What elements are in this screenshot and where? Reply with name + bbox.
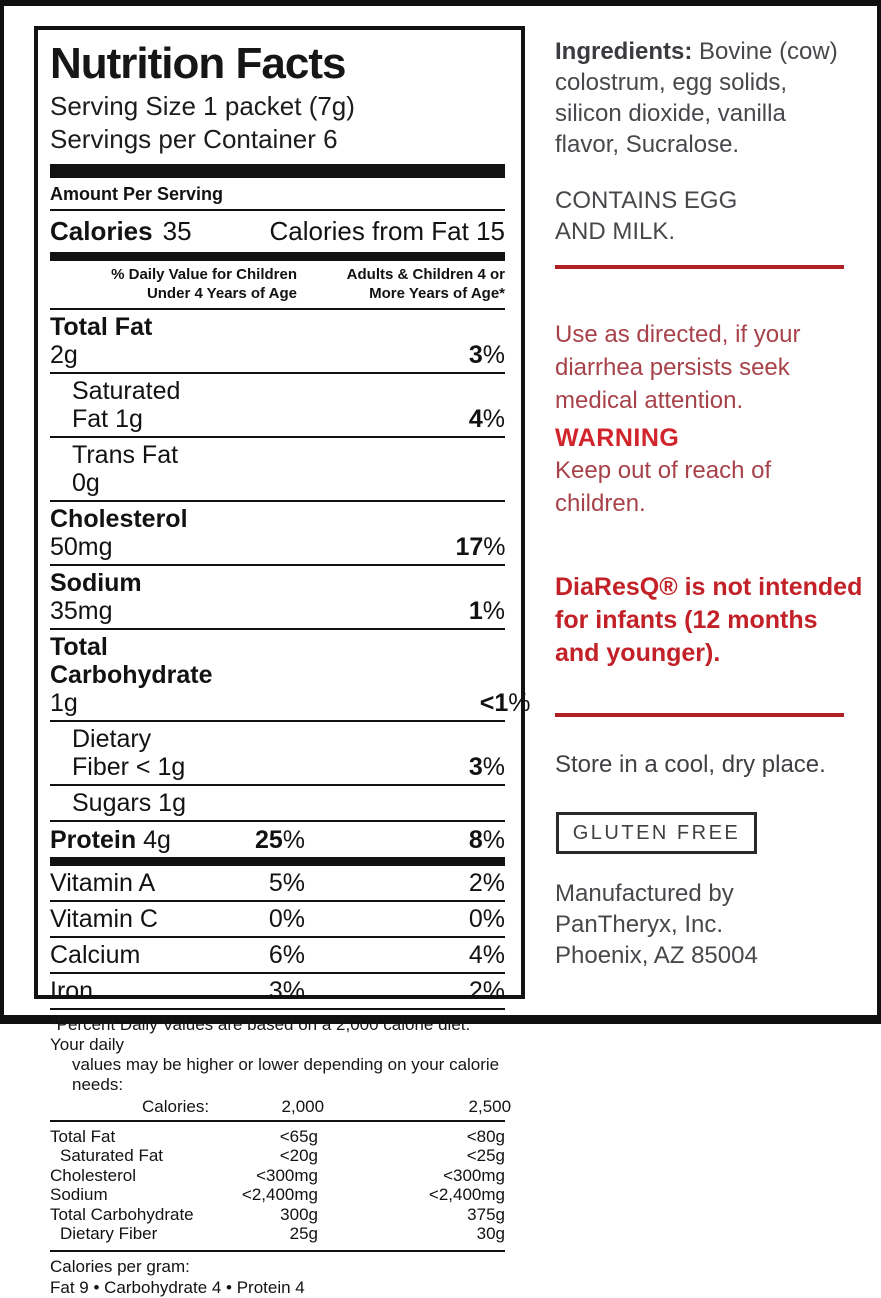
child-dv-value: 3% bbox=[268, 977, 305, 1005]
adult-dv-value: 2% bbox=[468, 869, 505, 897]
child-dv-value: 6% bbox=[268, 941, 305, 969]
nutrient-amount: 4g bbox=[143, 826, 171, 854]
daily-value-column-headers: % Daily Value for Children Under 4 Years… bbox=[50, 261, 505, 310]
child-dv-value: 25% bbox=[254, 826, 305, 854]
info-panel: Ingredients: Bovine (cow) colostrum, egg… bbox=[555, 36, 855, 247]
gluten-free-badge: GLUTEN FREE bbox=[556, 812, 757, 854]
calories-per-gram: Calories per gram: Fat 9 • Carbohydrate … bbox=[50, 1250, 505, 1298]
nutrient-amount: 1g bbox=[50, 689, 78, 717]
adult-dv-value: 3% bbox=[468, 341, 505, 369]
adult-dv-value: 2% bbox=[468, 977, 505, 1005]
nutrient-row-dietary-fiber: Dietary Fiber < 1g 3% bbox=[50, 722, 505, 786]
calories-per-gram-label: Calories per gram: bbox=[50, 1257, 190, 1276]
red-divider-line bbox=[555, 713, 844, 717]
nutrient-label: Saturated Fat bbox=[72, 377, 181, 433]
warning-title: WARNING bbox=[555, 424, 680, 452]
nutrient-amount: 50mg bbox=[50, 533, 113, 561]
manufacturer-line: Manufactured by bbox=[555, 880, 734, 907]
calories-label: Calories bbox=[50, 216, 153, 246]
servings-per-container: Servings per Container 6 bbox=[50, 124, 338, 154]
nutrient-label: Sodium bbox=[50, 569, 142, 597]
child-dv-value: 5% bbox=[268, 869, 305, 897]
adult-dv-value: 0% bbox=[468, 905, 505, 933]
directions-text: Use as directed, if your diarrhea persis… bbox=[555, 321, 801, 414]
nutrient-row-sugars: Sugars 1g bbox=[50, 786, 505, 822]
daily-values-footnote: *Percent Daily Values are based on a 2,0… bbox=[50, 1015, 500, 1094]
nutrient-label: Sugars bbox=[72, 789, 152, 817]
adults-column-header: Adults & Children 4 or More Years of Age… bbox=[346, 266, 505, 302]
dv-table-row: Cholesterol <300mg <300mg bbox=[50, 1165, 505, 1185]
nutrient-row-saturated-fat: Saturated Fat 1g 4% bbox=[50, 374, 505, 438]
nutrient-label: Trans Fat bbox=[72, 441, 179, 469]
gluten-free-label: GLUTEN FREE bbox=[572, 821, 741, 844]
ingredients-paragraph: Ingredients: Bovine (cow) colostrum, egg… bbox=[555, 36, 855, 160]
dv-table-row: Dietary Fiber 25g 30g bbox=[60, 1224, 505, 1243]
nutrient-amount: 2g bbox=[50, 341, 78, 369]
children-column-header: % Daily Value for Children Under 4 Years… bbox=[111, 266, 297, 302]
nutrient-amount: < 1g bbox=[135, 753, 186, 781]
nutrient-row-protein: Protein 4g 25% 8% bbox=[50, 822, 505, 857]
adult-dv-value: 17% bbox=[455, 533, 506, 561]
adult-dv-value: 1% bbox=[468, 597, 505, 625]
vitamin-row-vitamin-a: Vitamin A 5% 2% bbox=[50, 866, 505, 902]
dv-table-row: Sodium <2,400mg <2,400mg bbox=[50, 1185, 505, 1204]
red-divider-line bbox=[555, 265, 844, 269]
serving-size: Serving Size 1 packet (7g) bbox=[50, 91, 355, 121]
footnote-calories-header-row: Calories: 2,000 2,500 bbox=[50, 1095, 511, 1122]
vitamin-row-iron: Iron 3% 2% bbox=[50, 974, 505, 1010]
vitamin-label: Vitamin C bbox=[50, 905, 158, 933]
dv-table-row: Total Fat <65g <80g bbox=[50, 1126, 505, 1146]
storage-instructions: Store in a cool, dry place. bbox=[555, 751, 826, 778]
dv-table-row: Total Carbohydrate 300g 375g bbox=[50, 1204, 505, 1224]
nutrition-facts-panel: Nutrition Facts Serving Size 1 packet (7… bbox=[34, 26, 531, 1297]
vitamin-row-calcium: Calcium 6% 4% bbox=[50, 938, 505, 974]
adult-dv-value: <1% bbox=[479, 689, 531, 717]
nutrient-amount: 1g bbox=[115, 405, 143, 433]
manufacturer-line: PanTheryx, Inc. bbox=[555, 911, 724, 938]
nutrition-facts-title: Nutrition Facts bbox=[50, 39, 346, 88]
adult-dv-value: 4% bbox=[468, 405, 505, 433]
vitamin-label: Vitamin A bbox=[50, 869, 156, 897]
ingredients-text: Bovine (cow) colostrum, egg solids, sili… bbox=[555, 38, 838, 158]
manufacturer-info: Manufactured by PanTheryx, Inc. Phoenix,… bbox=[555, 878, 865, 971]
dv-table-row: Saturated Fat <20g <25g bbox=[60, 1146, 505, 1165]
nutrient-row-total-carbohydrate: Total Carbohydrate 1g <1% bbox=[50, 630, 531, 722]
nutrient-label: Cholesterol bbox=[50, 505, 188, 533]
nutrient-row-cholesterol: Cholesterol 50mg 17% bbox=[50, 502, 506, 566]
nutrient-label: Protein bbox=[50, 826, 137, 854]
calories-per-gram-values: Fat 9 • Carbohydrate 4 • Protein 4 bbox=[50, 1278, 305, 1297]
adult-dv-value: 8% bbox=[468, 826, 505, 854]
nutrient-amount: 0g bbox=[72, 469, 100, 497]
amount-per-serving-label: Amount Per Serving bbox=[50, 178, 505, 211]
adult-dv-value: 3% bbox=[468, 753, 505, 781]
nutrient-label: Total Fat bbox=[50, 313, 153, 341]
divider-medium-bar bbox=[50, 857, 505, 866]
divider-thick-bar bbox=[50, 164, 505, 178]
adult-dv-value: 4% bbox=[468, 941, 505, 969]
manufacturer-line: Phoenix, AZ 85004 bbox=[555, 942, 758, 969]
nutrient-row-trans-fat: Trans Fat 0g bbox=[50, 438, 505, 502]
child-dv-value: 0% bbox=[268, 905, 305, 933]
calories-from-fat: Calories from Fat 15 bbox=[269, 216, 505, 246]
divider-medium-bar bbox=[50, 252, 505, 261]
calories-value: 35 bbox=[162, 216, 192, 246]
nutrient-row-sodium: Sodium 35mg 1% bbox=[50, 566, 505, 630]
nutrient-label: Total Carbohydrate bbox=[50, 633, 213, 689]
vitamin-row-vitamin-c: Vitamin C 0% 0% bbox=[50, 902, 505, 938]
warning-text: Keep out of reach of children. bbox=[555, 457, 772, 517]
footnote-dv-table: Total Fat <65g <80g Saturated Fat <20g <25g … bbox=[50, 1122, 505, 1248]
infant-warning: DiaResQ® is not intended for infants (12… bbox=[555, 573, 863, 667]
footnote-calories-label: Calories: bbox=[142, 1097, 210, 1116]
allergen-statement: CONTAINS EGG AND MILK. bbox=[555, 187, 738, 245]
nutrient-label: Dietary Fiber bbox=[72, 725, 152, 781]
calories-row: Calories 35 Calories from Fat 15 bbox=[50, 211, 505, 252]
ingredients-label: Ingredients: bbox=[555, 38, 693, 65]
nutrient-amount: 1g bbox=[158, 789, 186, 817]
vitamin-label: Calcium bbox=[50, 941, 141, 969]
vitamin-label: Iron bbox=[50, 977, 94, 1005]
nutrient-amount: 35mg bbox=[50, 597, 113, 625]
nutrient-row-total-fat: Total Fat 2g 3% bbox=[50, 310, 505, 374]
